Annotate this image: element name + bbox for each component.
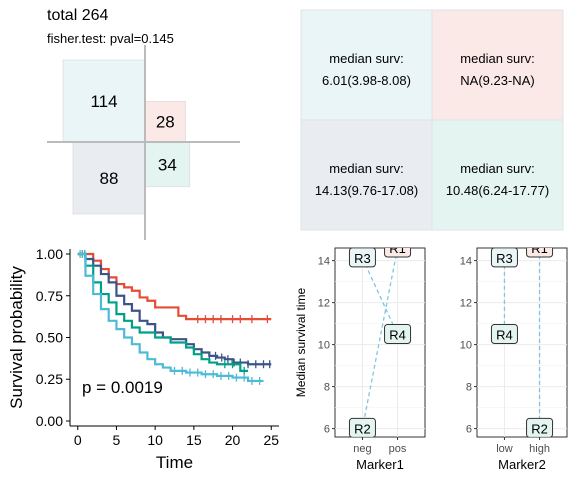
median-cell-title: median surv: xyxy=(460,51,534,66)
median-cell xyxy=(300,119,433,231)
point-label-box xyxy=(490,248,518,268)
y-tick-label: 12 xyxy=(318,298,330,310)
count-square xyxy=(144,101,186,143)
km-curve-cyan xyxy=(77,252,264,383)
point-label-box xyxy=(490,324,518,345)
point-label-box xyxy=(384,248,412,258)
y-tick-label: 6 xyxy=(466,424,472,436)
count-label: 28 xyxy=(156,113,175,132)
point-labels: R1 R2 R3 R4 xyxy=(348,241,412,437)
km-curve-green xyxy=(77,252,249,372)
km-y-tick-label: 0.75 xyxy=(36,288,63,304)
point-label-box xyxy=(526,248,554,258)
point-label-box xyxy=(384,324,412,345)
count-square xyxy=(62,59,146,143)
point-label: R2 xyxy=(354,421,371,436)
y-tick-label: 14 xyxy=(318,256,330,268)
y-tick-label: 14 xyxy=(460,256,472,268)
median-cell-title: median surv: xyxy=(329,161,403,176)
y-tick-label: 10 xyxy=(460,340,472,352)
km-x-tick-label: 20 xyxy=(225,432,241,448)
median-cell-title: median surv: xyxy=(460,161,534,176)
km-x-tick-label: 10 xyxy=(147,432,163,448)
point-label: R1 xyxy=(531,241,548,256)
count-square xyxy=(144,141,191,188)
median-survival-panel: median surv: 6.01(3.98-8.08) median surv: N… xyxy=(300,9,564,231)
km-x-tick-label: 15 xyxy=(186,432,202,448)
km-x-tick-label: 25 xyxy=(263,432,279,448)
km-y-tick-label: 0.25 xyxy=(36,371,63,387)
km-y-tick-label: 0.00 xyxy=(36,413,63,429)
point-label: R2 xyxy=(531,421,548,436)
count-panel: 114 28 88 34 xyxy=(47,45,240,240)
point-label: R1 xyxy=(389,241,406,256)
fisher-test-label: fisher.test: pval=0.145 xyxy=(47,31,174,46)
km-curve-navy xyxy=(77,252,272,366)
median-cell-title: median surv: xyxy=(329,51,403,66)
median-cell-value: NA(9.23-NA) xyxy=(460,73,534,88)
y-tick-label: 8 xyxy=(324,382,330,394)
count-label: 34 xyxy=(158,155,177,174)
connector-line xyxy=(361,247,399,429)
count-label: 114 xyxy=(90,92,117,111)
km-y-tick-label: 0.50 xyxy=(36,330,63,346)
total-label: total 264 xyxy=(47,7,108,24)
point-label-box xyxy=(348,248,376,268)
km-curve-red xyxy=(77,252,272,321)
point-label: R3 xyxy=(496,251,513,266)
marker1-panel: 6 8 10 12 14 neg pos Marker1 Median survival tim… xyxy=(294,241,426,472)
connector-line xyxy=(361,257,399,335)
point-label: R4 xyxy=(496,328,513,343)
median-cell-value: 6.01(3.98-8.08) xyxy=(322,73,411,88)
point-label: R3 xyxy=(354,251,371,266)
km-y-tick-label: 1.00 xyxy=(36,246,63,262)
km-y-axis-title: Survival probability xyxy=(7,266,26,409)
point-labels: R1 R2 R3 R4 xyxy=(490,241,554,437)
y-tick-label: 12 xyxy=(460,298,472,310)
marker-x-axis-title: Marker2 xyxy=(498,457,546,472)
marker-panel-frame xyxy=(476,247,568,438)
x-tick-label: pos xyxy=(389,443,407,455)
median-cell xyxy=(431,119,564,231)
count-label: 88 xyxy=(100,169,119,188)
km-x-axis-title: Time xyxy=(156,453,193,472)
point-label: R4 xyxy=(389,328,406,343)
x-tick-label: neg xyxy=(353,443,371,455)
x-tick-label: high xyxy=(529,443,550,455)
marker-y-axis-title: Median survival time xyxy=(294,287,308,397)
km-x-tick-label: 5 xyxy=(113,432,121,448)
y-tick-label: 10 xyxy=(318,340,330,352)
median-cell-value: 10.48(6.24-17.77) xyxy=(446,183,549,198)
point-label-box xyxy=(526,417,554,437)
marker-x-axis-title: Marker1 xyxy=(356,457,404,472)
p-value-annotation: p = 0.0019 xyxy=(82,378,163,397)
median-cell-value: 14.13(9.76-17.08) xyxy=(315,183,418,198)
x-tick-label: low xyxy=(496,443,513,455)
point-label-box xyxy=(348,417,376,437)
km-plot-panel: 0.00 0.25 0.50 0.75 1.00 0 5 10 15 20 25 Time Surviv… xyxy=(7,246,279,472)
y-tick-label: 8 xyxy=(466,382,472,394)
y-tick-label: 6 xyxy=(324,424,330,436)
median-cell xyxy=(431,9,564,121)
km-x-tick-label: 0 xyxy=(74,432,82,448)
marker-panel-frame xyxy=(334,247,426,438)
marker2-panel: 6 8 10 12 14 low high Marker2 R1 R2 R3 R4 xyxy=(460,241,568,472)
